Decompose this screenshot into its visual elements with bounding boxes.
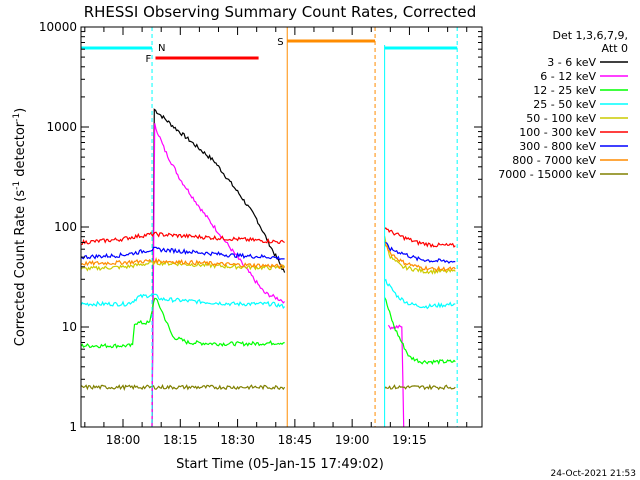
- legend-entry-label: 25 - 50 keV: [533, 98, 596, 111]
- x-tick-label: 19:00: [335, 433, 370, 447]
- y-axis-label-sup2: -1: [12, 113, 22, 122]
- series-line: [384, 297, 456, 365]
- series-line: [81, 246, 285, 261]
- series-line: [151, 123, 286, 427]
- x-tick-label: 18:30: [220, 433, 255, 447]
- series-line: [81, 297, 285, 349]
- series-line: [387, 324, 405, 427]
- series-line: [151, 108, 286, 427]
- flare-label: F: [145, 54, 151, 65]
- series-line: [384, 241, 456, 264]
- legend-entry-label: 3 - 6 keV: [547, 56, 596, 69]
- legend-entry-label: 6 - 12 keV: [540, 70, 596, 83]
- saa-label: S: [277, 37, 283, 48]
- y-axis-label-main: Corrected Count Rate (s: [13, 190, 28, 347]
- x-axis-label: Start Time (05-Jan-15 17:49:02): [176, 457, 384, 472]
- legend-entry-label: 300 - 800 keV: [519, 140, 596, 153]
- footer-timestamp: 24-Oct-2021 21:53: [551, 469, 636, 479]
- series-layer: [81, 108, 456, 427]
- y-axis-label-end: ): [13, 108, 28, 113]
- chart-title: RHESSI Observing Summary Count Rates, Co…: [84, 3, 477, 21]
- y-tick-label: 1000: [46, 120, 77, 134]
- series-line: [384, 227, 456, 249]
- legend-entry-label: 7000 - 15000 keV: [498, 168, 596, 181]
- series-line: [81, 293, 286, 309]
- annotation-layer: NF S: [81, 27, 458, 427]
- y-axis: 1 10 100 1000 10000: [39, 20, 482, 434]
- y-tick-label: 10000: [39, 20, 77, 34]
- series-line: [384, 236, 456, 275]
- series-line: [384, 383, 456, 391]
- legend-header-detectors: Det 1,3,6,7,9,: [552, 29, 628, 42]
- series-line: [384, 241, 456, 272]
- legend-entry-label: 12 - 25 keV: [533, 84, 596, 97]
- series-line: [81, 231, 285, 245]
- series-line: [81, 257, 285, 270]
- series-line: [81, 383, 286, 392]
- legend-entry-label: 800 - 7000 keV: [512, 154, 596, 167]
- y-tick-label: 1: [69, 420, 77, 434]
- x-tick-label: 18:15: [163, 433, 198, 447]
- y-axis-label-mid: detector: [13, 121, 28, 181]
- x-tick-label: 18:00: [106, 433, 141, 447]
- legend-header-attenuator: Att 0: [602, 42, 628, 55]
- legend-entry-label: 100 - 300 keV: [519, 126, 596, 139]
- x-tick-label: 18:45: [278, 433, 313, 447]
- night-label: N: [158, 43, 165, 54]
- x-axis: 18:00 18:15 18:30 18:45 19:00 19:15: [84, 27, 468, 447]
- x-tick-label: 19:15: [392, 433, 427, 447]
- y-axis-label-sup1: -1: [12, 181, 22, 190]
- series-line: [384, 278, 456, 310]
- y-tick-label: 100: [54, 220, 77, 234]
- y-tick-label: 10: [62, 320, 77, 334]
- plot-frame: [80, 26, 483, 428]
- legend-entry-label: 50 - 100 keV: [526, 112, 596, 125]
- y-axis-label: Corrected Count Rate (s-1 detector-1): [12, 108, 28, 346]
